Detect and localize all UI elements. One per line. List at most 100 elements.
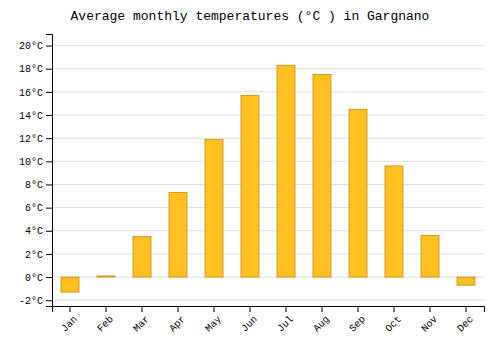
x-tick: Jul [275, 306, 296, 334]
grid-line [52, 161, 484, 162]
y-tick-label: -2°C [19, 296, 43, 307]
bars [61, 65, 475, 292]
chart-container: Average monthly temperatures (°C ) in Ga… [0, 0, 500, 350]
x-tick-label: Jun [239, 314, 260, 335]
y-tick-label: 20°C [19, 41, 43, 52]
chart-title: Average monthly temperatures (°C ) in Ga… [71, 9, 430, 24]
bar [349, 109, 367, 277]
bar [133, 237, 151, 278]
y-tick: 14°C [19, 111, 52, 122]
y-tick-mark [46, 138, 52, 139]
y-tick-mark [46, 184, 52, 185]
x-tick-label: Aug [311, 314, 332, 335]
x-tick: Jan [59, 306, 80, 334]
bar [97, 276, 115, 277]
x-tick-mark [286, 306, 287, 312]
bar [457, 277, 475, 285]
y-tick-label: 6°C [25, 203, 43, 214]
x-tick-label: May [203, 314, 224, 335]
y-tick-mark [46, 208, 52, 209]
y-tick-label: 16°C [19, 88, 43, 99]
y-tick-label: 8°C [25, 180, 43, 191]
x-tick-mark [466, 306, 467, 312]
x-tick-mark [430, 306, 431, 312]
grid-line [52, 300, 484, 301]
y-tick: 8°C [25, 180, 52, 191]
grid-line [52, 138, 484, 139]
bar [205, 139, 223, 277]
y-tick: 16°C [19, 88, 52, 99]
y-tick-mark [46, 69, 52, 70]
x-tick-label: Nov [419, 314, 440, 335]
x-tick: Dec [455, 306, 476, 334]
x-tick: Sep [347, 306, 368, 334]
grid-line [52, 184, 484, 185]
x-tick-mark [394, 306, 395, 312]
x-tick-label: Jan [59, 314, 80, 335]
y-tick: 0°C [25, 273, 52, 284]
y-tick-mark [46, 254, 52, 255]
y-axis-line [46, 35, 53, 307]
x-tick-mark [250, 306, 251, 312]
grid-line [52, 68, 484, 69]
x-tick-label: Dec [455, 314, 476, 335]
y-tick: 10°C [19, 157, 52, 168]
x-tick-label: Sep [347, 314, 368, 335]
y-tick-mark [46, 300, 52, 301]
y-tick-label: 12°C [19, 134, 43, 145]
y-tick-label: 10°C [19, 157, 43, 168]
bar [61, 277, 79, 292]
bar [421, 235, 439, 277]
x-tick-label: Mar [131, 314, 152, 335]
x-tick: Aug [311, 306, 332, 334]
grid-line [52, 115, 484, 116]
bar [169, 193, 187, 277]
grid-line [52, 277, 484, 278]
grid-line [52, 207, 484, 208]
x-tick-mark [322, 306, 323, 312]
bar [313, 75, 331, 278]
x-tick-mark [214, 306, 215, 312]
x-tick: Jun [239, 306, 260, 334]
y-tick-mark [46, 231, 52, 232]
y-tick-mark [46, 161, 52, 162]
y-tick-mark [46, 46, 52, 47]
y-tick: 12°C [19, 134, 52, 145]
bar [385, 166, 403, 277]
y-tick-mark [46, 277, 52, 278]
x-tick: Nov [419, 306, 440, 334]
grid-line [52, 230, 484, 231]
y-tick: -2°C [19, 296, 52, 307]
grid-line [52, 253, 484, 254]
x-axis-line [53, 307, 485, 313]
y-tick: 18°C [19, 64, 52, 75]
y-tick-label: 0°C [25, 273, 43, 284]
x-tick-label: Jul [275, 314, 296, 335]
x-tick-mark [358, 306, 359, 312]
y-tick-label: 18°C [19, 64, 43, 75]
bar [277, 65, 295, 277]
x-tick: Feb [95, 306, 116, 334]
x-tick: Mar [131, 306, 152, 334]
x-tick-label: Feb [95, 314, 116, 335]
x-tick-label: Apr [167, 314, 188, 335]
grid-line [52, 91, 484, 92]
x-tick: May [203, 306, 224, 334]
x-tick-mark [178, 306, 179, 312]
x-tick: Apr [167, 306, 188, 334]
chart-svg: Average monthly temperatures (°C ) in Ga… [0, 0, 500, 350]
y-tick: 20°C [19, 41, 52, 52]
y-axis: -2°C 0°C 2°C 4°C 6°C 8°C 10°C 12°C 14°C 16°C 18°C 2… [19, 35, 53, 307]
y-tick-mark [46, 115, 52, 116]
grid-line [52, 45, 484, 46]
y-tick: 4°C [25, 226, 52, 237]
y-tick: 6°C [25, 203, 52, 214]
plot-area: -2°C 0°C 2°C 4°C 6°C 8°C 10°C 12°C 14°C 16°C 18°C 2… [19, 35, 485, 335]
x-tick-mark [70, 306, 71, 312]
x-tick-mark [142, 306, 143, 312]
grid [52, 46, 484, 301]
y-tick-label: 4°C [25, 226, 43, 237]
y-tick-label: 2°C [25, 250, 43, 261]
y-tick-mark [46, 92, 52, 93]
x-tick-label: Oct [383, 314, 404, 335]
